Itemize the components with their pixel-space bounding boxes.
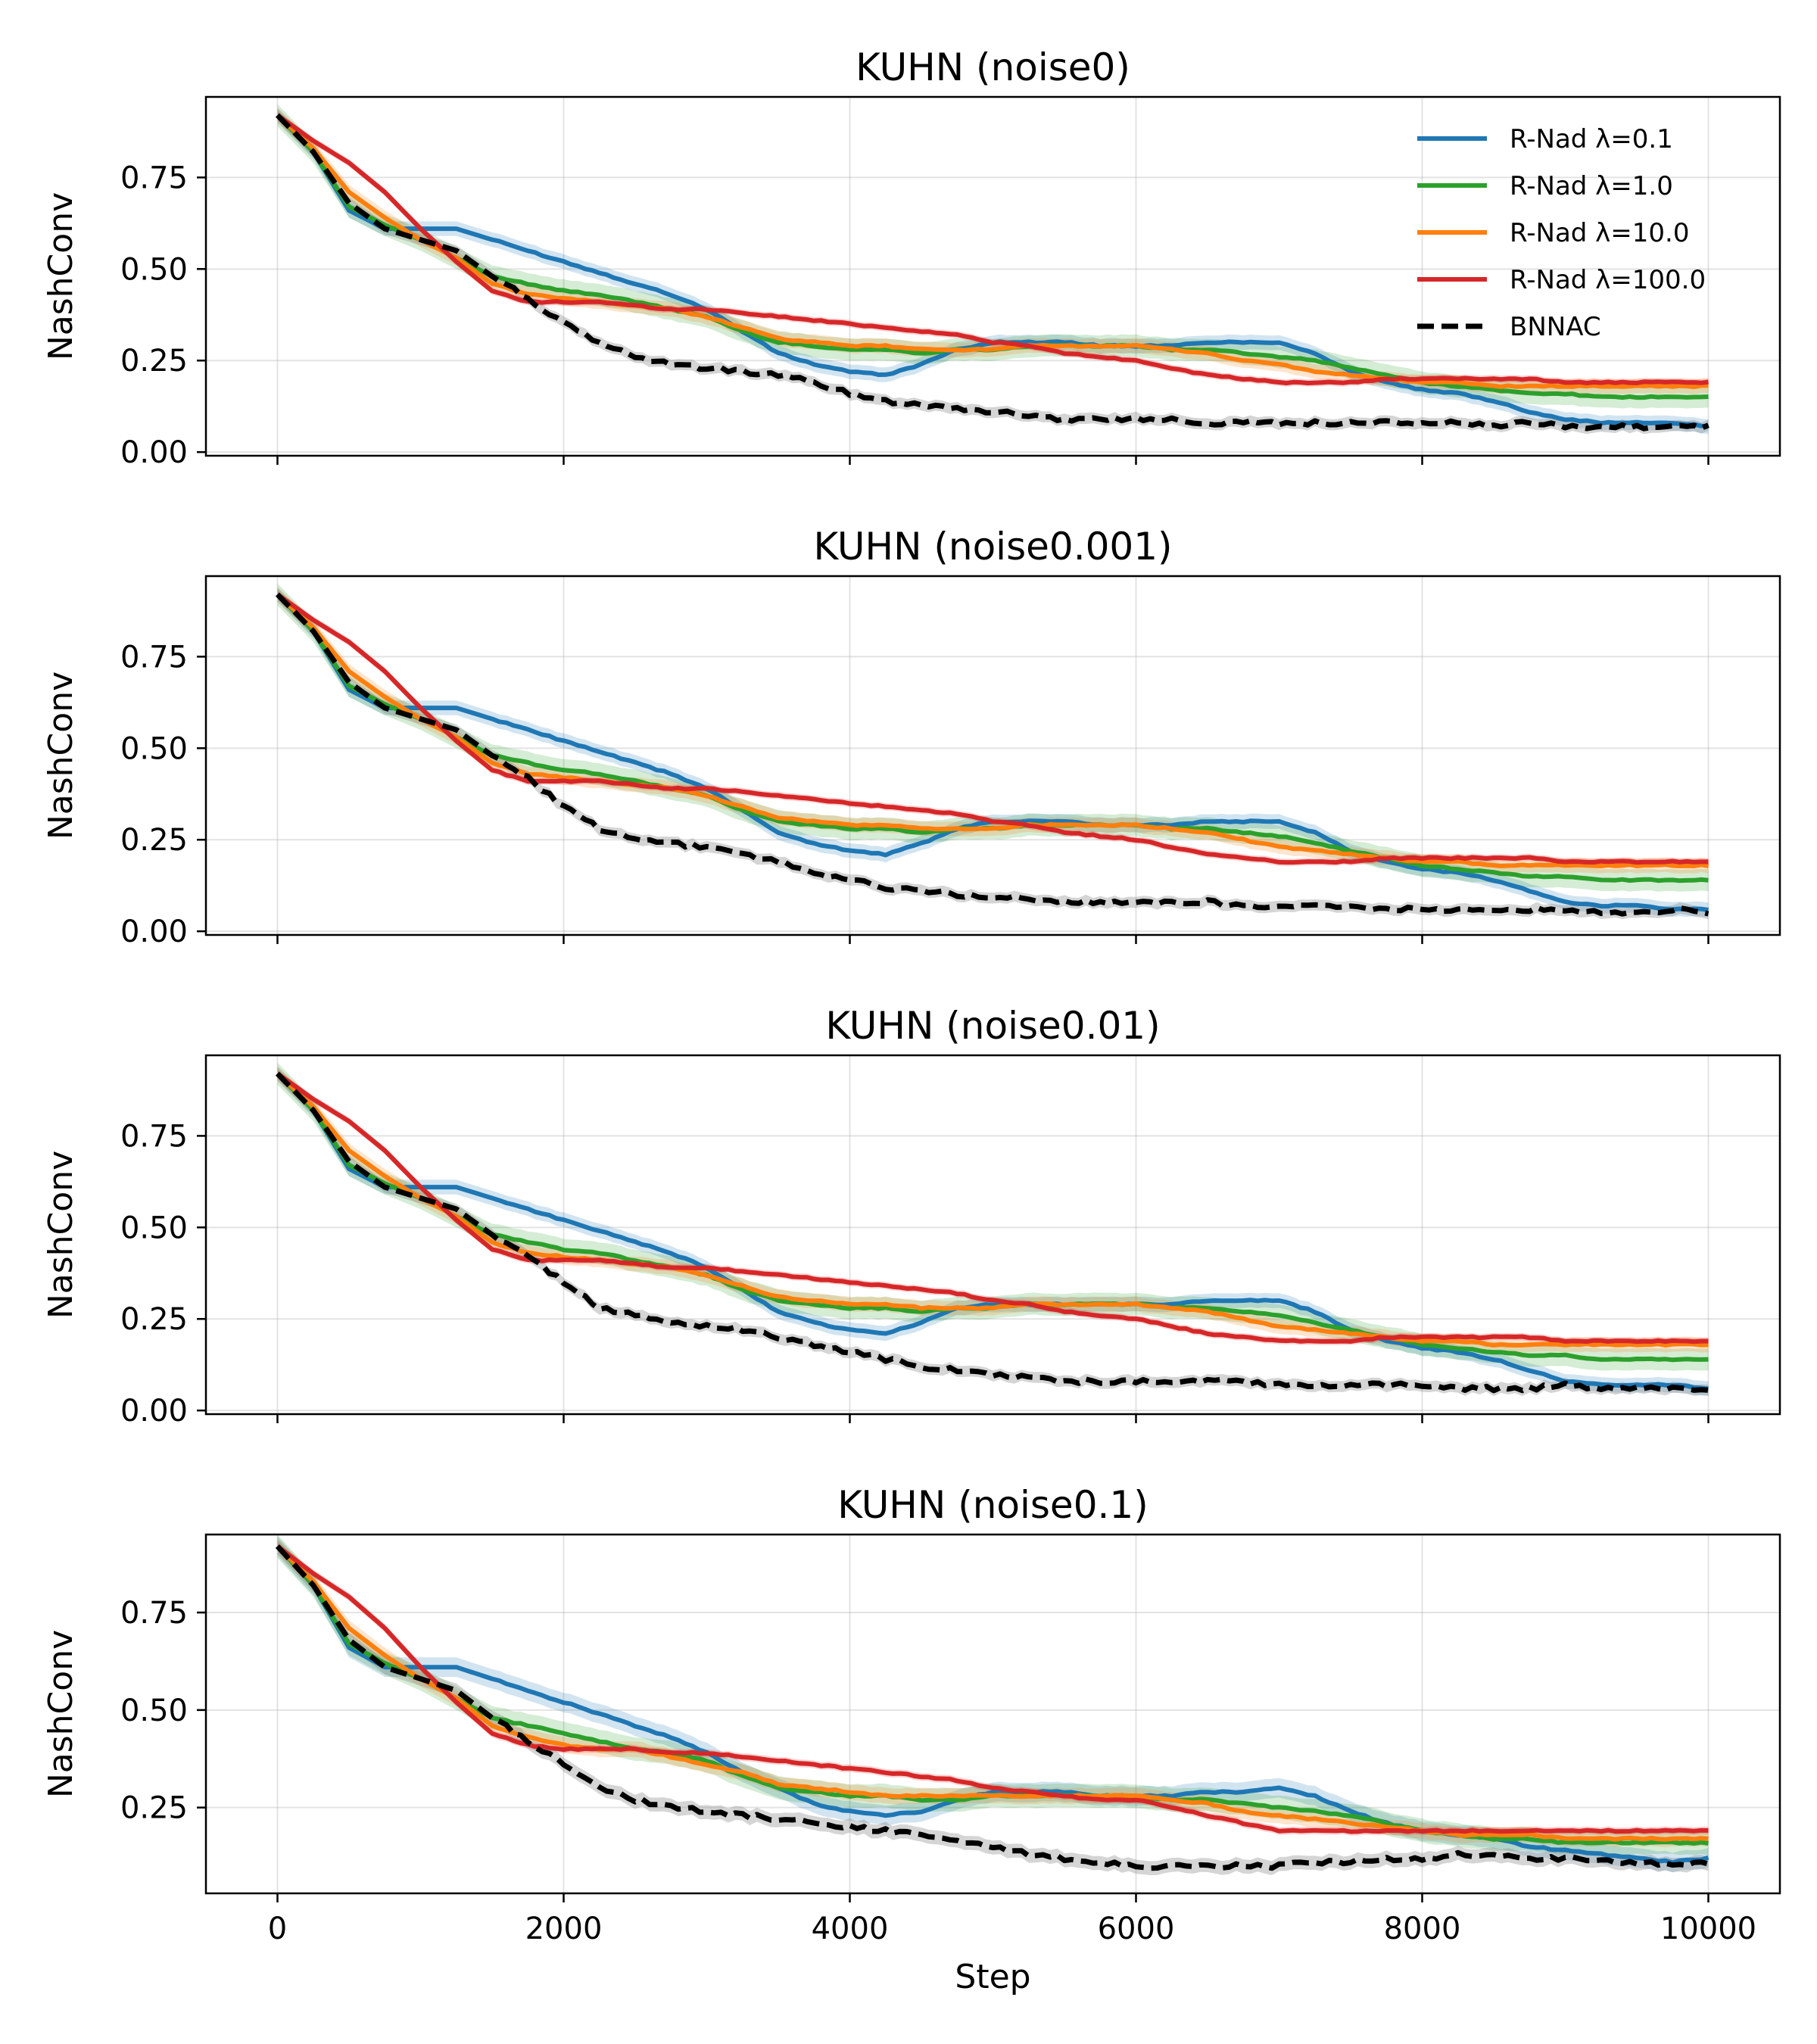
y-tick-label-1: 0.25	[120, 344, 188, 379]
series-line-1	[276, 1072, 1709, 1391]
subplot-title: KUHN (noise0)	[856, 45, 1130, 89]
x-tick-label-5: 10000	[1660, 1912, 1756, 1946]
series-line-1	[276, 1544, 1709, 1865]
y-axis-label: NashConv	[42, 671, 80, 840]
x-tick-label-4: 8000	[1384, 1912, 1461, 1946]
band-2	[277, 583, 1709, 892]
x-tick-label-0: 0	[268, 1912, 287, 1946]
series-line-5	[275, 592, 1709, 917]
y-tick-label-0: 0.00	[120, 1394, 188, 1429]
y-axis-label: NashConv	[42, 1151, 80, 1319]
series-line-5	[275, 113, 1709, 432]
legend-label-3: R-Nad λ=10.0	[1510, 218, 1690, 248]
subplot-4: 0 2000 4000 6000 8000 10000 0.25 0.50 0.75 KUHN (…	[42, 1483, 1781, 1996]
y-tick-label-1: 0.25	[120, 823, 188, 858]
subplot-1: 0.00 0.25 0.50 0.75 KUHN (noise0) NashConv R-N…	[42, 45, 1781, 470]
y-tick-label-0: 0.00	[120, 435, 188, 470]
subplot-title: KUHN (noise0.01)	[825, 1004, 1160, 1048]
y-tick-label-3: 0.75	[120, 160, 188, 195]
subplot-3: 0.00 0.25 0.50 0.75 KUHN (noise0.01) NashConv	[42, 1004, 1781, 1429]
y-tick-label-1: 0.25	[120, 1302, 188, 1337]
y-axis-label: NashConv	[42, 192, 80, 360]
subplot-title: KUHN (noise0.1)	[837, 1483, 1148, 1527]
band-4	[277, 111, 1709, 387]
series-line-5	[275, 1071, 1709, 1394]
series-line-4	[276, 592, 1709, 865]
axes-frame	[204, 1054, 1781, 1416]
subplot-title: KUHN (noise0.001)	[813, 525, 1172, 569]
y-tick-label-0: 0.25	[120, 1791, 188, 1826]
plot-area	[275, 1062, 1709, 1397]
y-tick-label-0: 0.00	[120, 915, 188, 949]
legend-label-1: R-Nad λ=0.1	[1510, 124, 1673, 154]
band-3	[277, 1538, 1709, 1847]
y-tick-label-2: 0.50	[120, 1211, 188, 1245]
series-line-4	[276, 113, 1709, 385]
subplot-2: 0.00 0.25 0.50 0.75 KUHN (noise0.001) NashCon…	[42, 525, 1781, 949]
x-tick-label-2: 4000	[812, 1912, 889, 1946]
plot-area	[275, 1535, 1709, 1876]
axes-frame	[204, 1533, 1781, 1895]
series-line-3	[276, 1544, 1709, 1842]
axes-frame	[204, 95, 1781, 457]
x-tick-label-1: 2000	[525, 1912, 603, 1946]
y-tick-label-3: 0.75	[120, 1119, 188, 1154]
axes-frame	[204, 575, 1781, 936]
legend-label-4: R-Nad λ=100.0	[1510, 265, 1706, 295]
y-tick-label-2: 0.50	[120, 731, 188, 766]
legend-label-5: BNNAC	[1510, 312, 1601, 342]
band-2	[277, 104, 1709, 409]
legend: R-Nad λ=0.1 R-Nad λ=1.0 R-Nad λ=10.0 R-Nad …	[1417, 124, 1706, 342]
x-tick-label-3: 6000	[1098, 1912, 1175, 1946]
band-2	[277, 1062, 1709, 1371]
y-axis-label: NashConv	[42, 1630, 80, 1798]
y-tick-label-2: 0.50	[120, 252, 188, 287]
series-line-4	[276, 1544, 1709, 1834]
band-1	[277, 1536, 1709, 1873]
plot-area	[275, 583, 1709, 920]
band-5	[277, 109, 1709, 435]
series-line-5	[275, 1544, 1709, 1871]
legend-label-2: R-Nad λ=1.0	[1510, 171, 1673, 201]
series-line-4	[276, 1071, 1709, 1344]
y-tick-label-1: 0.50	[120, 1693, 188, 1728]
y-tick-label-2: 0.75	[120, 1596, 188, 1631]
plot-area	[275, 104, 1709, 435]
band-4	[277, 590, 1709, 866]
y-tick-label-3: 0.75	[120, 640, 188, 675]
x-axis-label: Step	[955, 1958, 1030, 1996]
